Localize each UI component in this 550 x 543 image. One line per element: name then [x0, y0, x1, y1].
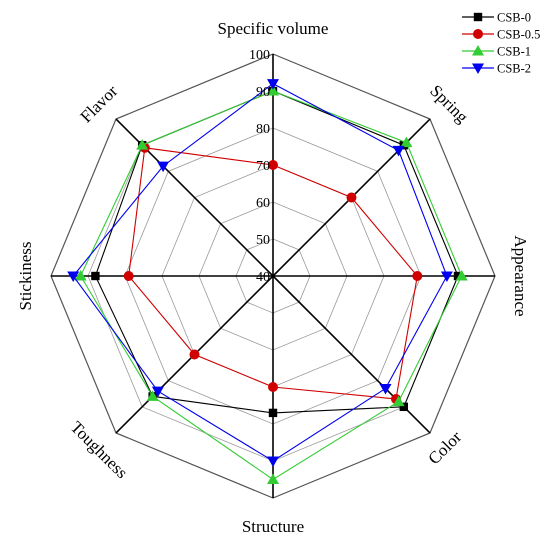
- point-csb-2-spring: [392, 145, 405, 157]
- point-csb-1-spring: [400, 136, 413, 148]
- tick-label-40: 40: [256, 270, 270, 285]
- series-csb-0: [91, 86, 463, 418]
- series-csb-1: [74, 85, 468, 484]
- point-csb-0-stickiness: [91, 271, 100, 281]
- tick-label-80: 80: [256, 122, 270, 137]
- legend-label-csb-2: CSB-2: [497, 62, 531, 76]
- radar-series: [67, 79, 468, 484]
- radar-spokes: [51, 54, 495, 498]
- legend-item-csb-0: CSB-0: [462, 11, 531, 25]
- tick-label-50: 50: [256, 233, 270, 248]
- legend: CSB-0 CSB-0.5 CSB-1 CSB-2: [462, 11, 540, 76]
- point-csb-2-stickiness: [67, 271, 80, 282]
- legend-item-csb-0-5: CSB-0.5: [462, 28, 540, 42]
- point-csb-2-specific-volume: [267, 79, 279, 90]
- point-csb-1-appearance: [455, 270, 468, 281]
- point-csb-2-color: [379, 384, 392, 395]
- tick-label-100: 100: [249, 48, 270, 63]
- legend-label-csb-1: CSB-1: [497, 45, 531, 59]
- point-csb-0-5-spring: [346, 192, 357, 203]
- point-csb-1-toughness: [146, 390, 159, 401]
- axis-label-flavor: Flavor: [76, 81, 121, 126]
- tick-label-70: 70: [256, 159, 270, 174]
- series-csb-2: [67, 79, 453, 467]
- point-csb-2-structure: [267, 456, 279, 467]
- point-csb-2-toughness: [151, 386, 164, 398]
- axis-label-stickiness: Stickiness: [16, 242, 35, 311]
- point-csb-0-5-appearance: [412, 271, 423, 281]
- point-csb-0-structure: [268, 408, 278, 418]
- legend-item-csb-1: CSB-1: [462, 45, 531, 59]
- legend-label-csb-0: CSB-0: [497, 11, 531, 25]
- legend-marker-csb-2: [472, 63, 484, 74]
- point-csb-0-color: [399, 402, 409, 412]
- point-csb-0-5-stickiness: [123, 271, 134, 281]
- legend-item-csb-2: CSB-2: [462, 62, 531, 76]
- legend-marker-csb-0-5: [473, 29, 483, 39]
- legend-marker-csb-1: [472, 45, 484, 56]
- tick-label-90: 90: [256, 85, 270, 100]
- axis-label-color: Color: [424, 427, 465, 468]
- point-csb-0-5-specific-volume: [268, 160, 278, 170]
- point-csb-0-5-structure: [268, 382, 278, 392]
- point-csb-2-flavor: [157, 161, 170, 173]
- legend-marker-csb-0: [473, 12, 483, 22]
- axis-label-appearance: Appearance: [511, 235, 530, 316]
- axis-label-spring: Spring: [426, 81, 472, 127]
- tick-label-60: 60: [256, 196, 270, 211]
- axis-label-specific-volume: Specific volume: [218, 19, 329, 38]
- radial-tick-labels: 40 50 60 70 80 90 100: [249, 48, 270, 285]
- point-csb-0-appearance: [453, 271, 463, 281]
- point-csb-1-stickiness: [74, 270, 87, 281]
- point-csb-1-structure: [267, 473, 279, 484]
- series-line-csb-0: [94, 90, 459, 414]
- point-csb-0-5-toughness: [189, 349, 200, 360]
- point-csb-1-flavor: [136, 139, 149, 150]
- point-csb-2-appearance: [440, 271, 453, 282]
- axis-label-structure: Structure: [242, 517, 304, 536]
- point-csb-1-specific-volume: [267, 85, 279, 96]
- legend-label-csb-0-5: CSB-0.5: [497, 28, 540, 42]
- point-csb-1-color: [392, 395, 405, 407]
